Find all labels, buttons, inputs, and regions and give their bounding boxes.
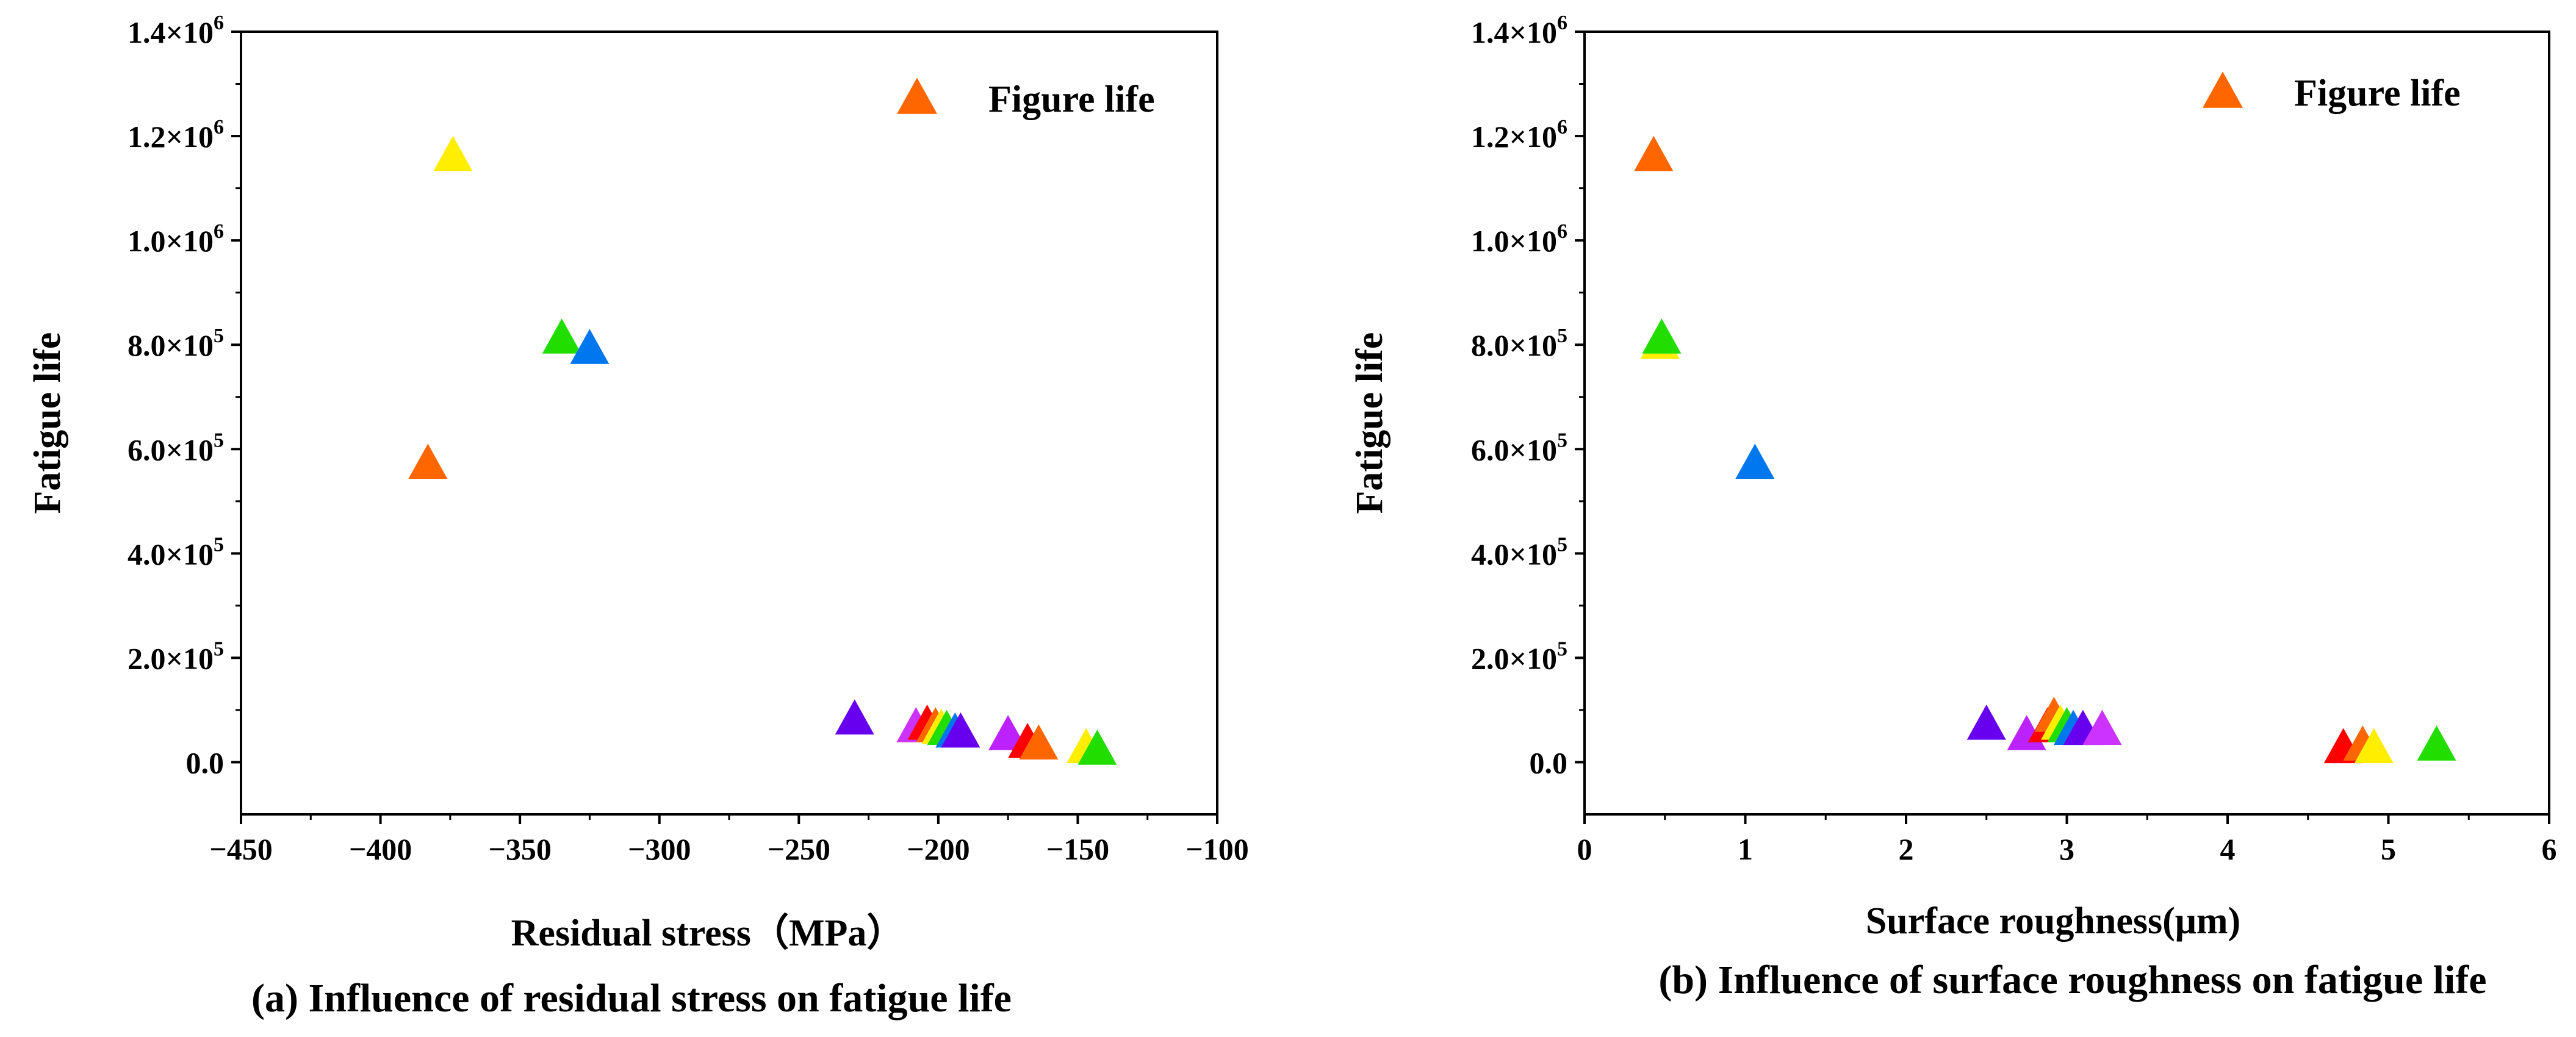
- y-axis-title: Fatigue life: [1349, 332, 1391, 514]
- data-point: [1634, 135, 1674, 171]
- y-tick-label: 4.0×105: [128, 533, 224, 571]
- x-tick-label: −400: [349, 832, 412, 866]
- legend-label: Figure life: [988, 79, 1155, 120]
- y-tick-label: 0.0: [186, 745, 225, 780]
- x-tick-label: −200: [907, 832, 970, 866]
- data-point: [570, 329, 610, 364]
- x-tick-label: 3: [2059, 832, 2074, 866]
- legend-marker: [897, 77, 937, 114]
- y-axis-title: Fatigue life: [27, 332, 68, 514]
- y-tick-label: 4.0×105: [1471, 533, 1567, 571]
- y-tick-label: 8.0×105: [128, 325, 224, 362]
- x-tick-label: −450: [209, 832, 273, 866]
- figure-caption: (b) Influence of surface roughness on fa…: [1658, 958, 2486, 1002]
- y-tick-label: 8.0×105: [1471, 325, 1567, 362]
- chart-panel-b: 0 1 2 3 4 5 6 0.0 2.0×105 4.0×105 6.0×105 8.0×105 1.…: [1349, 12, 2557, 1002]
- x-tick-label: −150: [1046, 832, 1110, 866]
- data-point: [433, 135, 473, 171]
- y-tick-label: 1.4×106: [128, 12, 224, 49]
- legend-label: Figure life: [2294, 73, 2461, 114]
- figure-caption: (a) Influence of residual stress on fati…: [251, 976, 1012, 1021]
- data-point: [2082, 709, 2122, 745]
- data-point: [1642, 318, 1682, 354]
- data-point: [1019, 724, 1059, 760]
- x-axis-title: Surface roughness(μm): [1866, 900, 2240, 942]
- y-tick-label: 2.0×105: [1471, 637, 1567, 675]
- y-tick-label: 1.0×106: [128, 220, 224, 258]
- y-tick-label: 1.2×106: [1471, 116, 1567, 154]
- x-tick-label: 6: [2542, 832, 2557, 866]
- data-point: [1078, 730, 1117, 765]
- data-point: [1966, 705, 2006, 740]
- data-point: [835, 699, 874, 735]
- x-tick-label: 5: [2381, 832, 2396, 866]
- data-point: [2354, 728, 2394, 764]
- legend-marker: [2203, 71, 2243, 108]
- data-point: [1735, 443, 1775, 479]
- x-tick-label: −100: [1185, 832, 1249, 866]
- y-tick-label: 6.0×105: [128, 429, 224, 467]
- data-point: [408, 443, 448, 479]
- data-point: [542, 318, 581, 354]
- plot-frame: [1583, 30, 2550, 816]
- data-point: [2417, 725, 2456, 761]
- y-tick-label: 2.0×105: [128, 637, 224, 675]
- x-tick-label: −350: [488, 832, 552, 866]
- x-tick-label: 0: [1577, 832, 1592, 866]
- y-tick-label: 0.0: [1530, 745, 1568, 780]
- x-tick-label: −250: [768, 832, 831, 866]
- x-tick-label: 2: [1899, 832, 1914, 866]
- x-tick-label: −300: [628, 832, 691, 866]
- y-tick-label: 1.0×106: [1471, 220, 1567, 258]
- data-point: [941, 712, 980, 748]
- y-tick-label: 1.2×106: [128, 116, 224, 154]
- x-tick-label: 1: [1738, 832, 1753, 866]
- y-tick-label: 1.4×106: [1471, 12, 1567, 49]
- y-tick-label: 6.0×105: [1471, 429, 1567, 467]
- plot-frame: [240, 30, 1218, 816]
- x-axis-title: Residual stress（MPa）: [511, 911, 905, 954]
- x-tick-label: 4: [2220, 832, 2236, 866]
- chart-panel-a: −450 −400 −350 −300 −250 −200 −150 −100 0.0 2.0×1…: [27, 12, 1249, 1021]
